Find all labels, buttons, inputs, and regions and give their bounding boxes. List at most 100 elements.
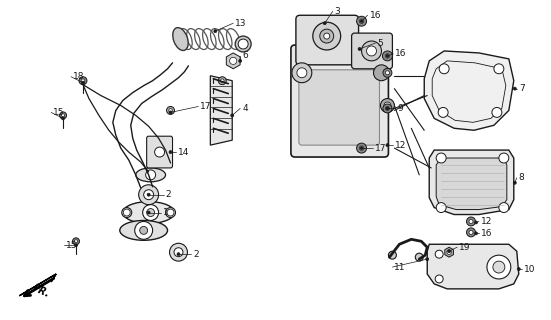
Circle shape (447, 250, 451, 254)
Ellipse shape (136, 168, 165, 182)
Polygon shape (445, 247, 453, 257)
Circle shape (436, 153, 446, 163)
Circle shape (467, 228, 476, 237)
Circle shape (147, 211, 150, 214)
Circle shape (360, 20, 363, 23)
Circle shape (499, 203, 509, 212)
Circle shape (169, 151, 172, 154)
Circle shape (469, 220, 473, 223)
Text: 7: 7 (519, 84, 525, 93)
Circle shape (356, 16, 366, 26)
Circle shape (214, 30, 217, 33)
Circle shape (239, 60, 242, 62)
Text: 2: 2 (165, 190, 171, 199)
Text: 4: 4 (242, 104, 248, 113)
Circle shape (174, 248, 183, 257)
Circle shape (297, 68, 307, 78)
Polygon shape (19, 274, 56, 296)
Ellipse shape (120, 220, 168, 240)
FancyBboxPatch shape (352, 33, 392, 69)
Circle shape (167, 209, 174, 216)
Text: 9: 9 (397, 104, 403, 113)
Circle shape (74, 244, 78, 247)
Text: 6: 6 (242, 52, 248, 60)
Text: 14: 14 (177, 148, 189, 156)
FancyBboxPatch shape (291, 45, 388, 157)
Circle shape (439, 64, 449, 74)
Circle shape (238, 39, 248, 49)
Circle shape (358, 47, 361, 51)
Circle shape (467, 217, 476, 226)
Text: 19: 19 (459, 243, 471, 252)
Circle shape (145, 170, 155, 180)
Circle shape (170, 243, 187, 261)
Circle shape (360, 147, 363, 149)
Polygon shape (226, 53, 240, 69)
Circle shape (386, 107, 389, 110)
Circle shape (218, 77, 226, 85)
Circle shape (166, 107, 175, 114)
Text: 11: 11 (395, 263, 406, 272)
Ellipse shape (235, 36, 251, 52)
Circle shape (426, 258, 429, 260)
Circle shape (60, 112, 67, 119)
FancyBboxPatch shape (299, 70, 380, 145)
Polygon shape (436, 158, 507, 210)
Circle shape (386, 54, 389, 57)
Text: 17: 17 (201, 102, 212, 111)
Circle shape (292, 63, 312, 83)
Circle shape (134, 221, 153, 239)
Text: 15: 15 (53, 108, 64, 117)
Circle shape (386, 144, 389, 147)
Circle shape (324, 33, 329, 39)
Circle shape (155, 147, 165, 157)
Ellipse shape (165, 208, 176, 218)
Text: 1: 1 (163, 208, 168, 217)
Text: 12: 12 (481, 217, 493, 226)
Circle shape (231, 114, 234, 117)
Circle shape (435, 275, 443, 283)
FancyBboxPatch shape (147, 136, 172, 168)
Ellipse shape (123, 202, 175, 223)
Circle shape (384, 102, 391, 109)
Text: 17: 17 (375, 144, 386, 153)
Ellipse shape (122, 208, 132, 218)
Circle shape (383, 68, 392, 77)
Circle shape (382, 51, 392, 61)
Circle shape (169, 109, 172, 112)
Circle shape (415, 253, 423, 261)
Circle shape (323, 22, 326, 25)
Circle shape (356, 143, 366, 153)
Circle shape (494, 64, 504, 74)
Polygon shape (427, 244, 519, 289)
Circle shape (474, 232, 478, 235)
Circle shape (381, 99, 395, 112)
Circle shape (82, 81, 84, 84)
Circle shape (435, 250, 443, 258)
Circle shape (144, 190, 154, 200)
Circle shape (361, 41, 381, 61)
Text: 10: 10 (524, 265, 535, 274)
Circle shape (436, 203, 446, 212)
Circle shape (123, 209, 130, 216)
Text: 16: 16 (481, 229, 493, 238)
Circle shape (385, 71, 390, 75)
Circle shape (320, 29, 334, 43)
Circle shape (487, 255, 511, 279)
Circle shape (388, 251, 396, 259)
Circle shape (74, 240, 78, 243)
Circle shape (447, 250, 451, 253)
Circle shape (514, 181, 516, 184)
Text: 3: 3 (334, 7, 341, 16)
Circle shape (220, 79, 224, 83)
Circle shape (177, 253, 180, 256)
Circle shape (469, 230, 473, 234)
Circle shape (517, 268, 520, 270)
Circle shape (139, 185, 159, 204)
Text: 2: 2 (193, 250, 199, 259)
Circle shape (474, 221, 478, 224)
Circle shape (143, 204, 159, 220)
Circle shape (359, 146, 364, 150)
Text: 16: 16 (396, 49, 407, 59)
Text: FR.: FR. (31, 283, 52, 299)
